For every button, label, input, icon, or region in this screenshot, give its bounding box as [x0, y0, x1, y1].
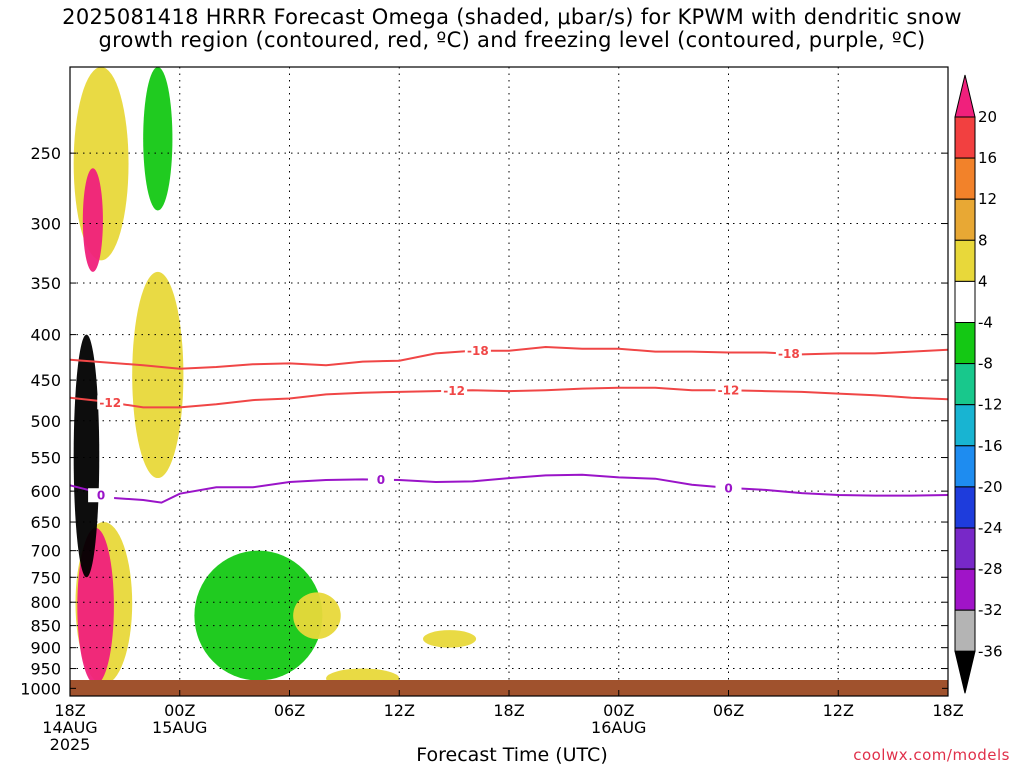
y-tick-label: 700	[30, 542, 61, 561]
contour-label-0: 0	[724, 481, 732, 495]
x-tick-label: 2025	[50, 735, 91, 754]
y-tick-label: 350	[30, 274, 61, 293]
colorbar-swatch	[954, 445, 976, 488]
colorbar-label: -12	[978, 396, 1003, 414]
x-axis-label: Forecast Time (UTC)	[416, 744, 608, 766]
colorbar-label: -24	[978, 519, 1003, 537]
omega-region-4	[82, 168, 103, 272]
colorbar-bottom-triangle	[954, 650, 976, 694]
contour-label--12: -12	[99, 396, 121, 410]
contour-label--18: -18	[467, 344, 489, 358]
contour-line-0	[70, 473, 948, 504]
omega-region-9	[423, 630, 477, 648]
y-tick-label: 850	[30, 617, 61, 636]
x-tick-label: 12Z	[384, 701, 415, 720]
y-tick-label: 950	[30, 660, 61, 679]
contour-lines: -18 -18 -12 -12 -12 0 0 0	[70, 343, 948, 504]
colorbar-swatch	[954, 280, 976, 323]
chart-title-line1: 2025081418 HRRR Forecast Omega (shaded, …	[62, 5, 962, 29]
x-tick-label: 18Z	[54, 701, 85, 720]
y-tick-label: 300	[30, 215, 61, 234]
colorbar-label: -36	[978, 642, 1003, 660]
contour-line--12	[70, 386, 948, 409]
contour-label-bg	[715, 480, 742, 495]
source-credit: coolwx.com/models	[853, 746, 1010, 764]
y-tick-label: 650	[30, 513, 61, 532]
y-tick-label: 1000	[20, 679, 61, 698]
x-tick-label: 18Z	[932, 701, 963, 720]
colorbar-top-triangle	[954, 74, 976, 118]
colorbar-swatch	[954, 116, 976, 159]
y-tick-label: 450	[30, 371, 61, 390]
y-tick-label: 800	[30, 593, 61, 612]
colorbar-label: -8	[978, 355, 993, 373]
contour-label-bg	[367, 472, 394, 487]
colorbar-label: 12	[978, 190, 997, 208]
colorbar: 20 16 12 8 4 -4 -8 -12 -16 -20 -24 -28 -32 -36	[954, 74, 1003, 694]
x-tick-label: 18Z	[493, 701, 524, 720]
grid-lines	[70, 67, 948, 696]
colorbar-swatch	[954, 322, 976, 365]
y-tick-label: 600	[30, 482, 61, 501]
x-tick-label: 15AUG	[152, 718, 207, 737]
contour-label-bg	[88, 488, 115, 503]
contour-label--12: -12	[718, 384, 740, 398]
colorbar-swatch	[954, 404, 976, 447]
colorbar-swatch	[954, 609, 976, 652]
colorbar-label: -32	[978, 601, 1003, 619]
y-tick-label: 250	[30, 144, 61, 163]
y-axis-ticks: 250 300 350 400 450 500 550 600 650 700 750 800 850 9…	[20, 144, 948, 698]
omega-region-1	[132, 271, 184, 479]
x-tick-label: 12Z	[823, 701, 854, 720]
colorbar-swatch	[954, 527, 976, 570]
contour-label-0: 0	[377, 473, 385, 487]
x-tick-label: 16AUG	[591, 718, 646, 737]
colorbar-label: -4	[978, 314, 993, 332]
colorbar-label: 8	[978, 231, 988, 249]
omega-region-7	[73, 334, 100, 578]
colorbar-label: 16	[978, 149, 997, 167]
y-tick-label: 550	[30, 449, 61, 468]
contour-label-0: 0	[97, 489, 105, 503]
contour-label-bg	[715, 383, 742, 398]
colorbar-label: 20	[978, 108, 997, 126]
x-tick-label: 06Z	[713, 701, 744, 720]
omega-region-8	[293, 592, 341, 640]
y-tick-label: 750	[30, 568, 61, 587]
colorbar-label: -28	[978, 560, 1003, 578]
y-tick-label: 500	[30, 412, 61, 431]
colorbar-label: -20	[978, 478, 1003, 496]
contour-label-bg	[97, 395, 124, 410]
colorbar-swatch	[954, 363, 976, 406]
x-tick-label: 06Z	[274, 701, 305, 720]
y-tick-label: 900	[30, 639, 61, 658]
contour-label--12: -12	[443, 384, 465, 398]
omega-region-5	[143, 67, 173, 211]
y-tick-label: 400	[30, 326, 61, 345]
colorbar-swatch	[954, 157, 976, 200]
contour-label-bg	[464, 343, 491, 358]
chart-title-line2: growth region (contoured, red, ºC) and f…	[98, 28, 926, 52]
contour-label-bg	[441, 383, 468, 398]
colorbar-swatch	[954, 198, 976, 241]
colorbar-label: -16	[978, 437, 1003, 455]
colorbar-label: 4	[978, 272, 988, 290]
x-tick-label: 00Z	[164, 701, 195, 720]
x-tick-label: 00Z	[603, 701, 634, 720]
colorbar-swatch	[954, 239, 976, 282]
colorbar-swatch	[954, 568, 976, 611]
x-tick-label: 14AUG	[42, 718, 97, 737]
chart-title: 2025081418 HRRR Forecast Omega (shaded, …	[0, 6, 1024, 52]
contour-label--18: -18	[778, 347, 800, 361]
colorbar-swatch	[954, 486, 976, 529]
contour-label-bg	[775, 346, 802, 361]
